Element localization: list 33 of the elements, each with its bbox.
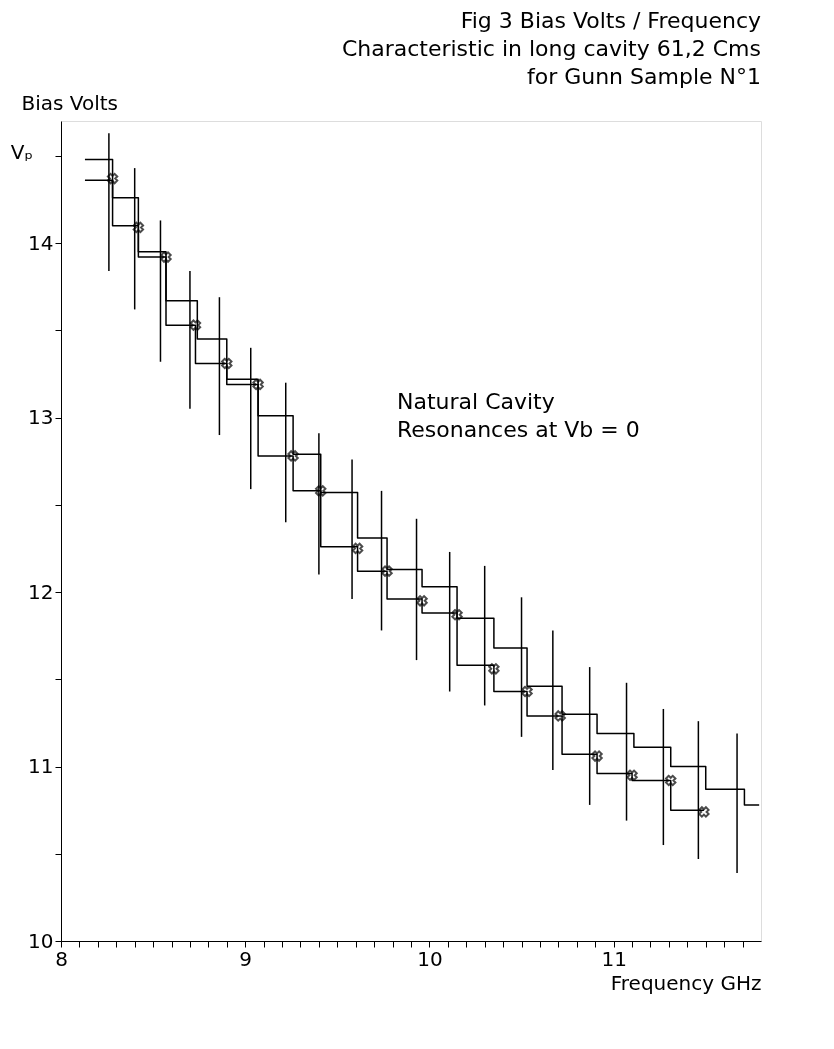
point: [189, 319, 202, 331]
point: [488, 663, 500, 675]
y-tick-label: 10: [28, 928, 54, 953]
point: [315, 485, 327, 497]
point: [554, 710, 566, 722]
y-tick-label: 11: [28, 754, 54, 779]
y-tick-label: 12: [28, 579, 54, 604]
y-tick-label: 14: [28, 230, 54, 255]
x-tick-label: 11: [601, 946, 627, 971]
annotation: Natural Cavity Resonances at Vb = 0: [397, 388, 640, 443]
point: [451, 609, 463, 621]
point: [626, 769, 638, 781]
point: [351, 542, 364, 555]
point: [252, 378, 264, 391]
point: [698, 806, 710, 818]
y-axis-title: Bias Volts: [21, 90, 118, 115]
x-tick-label: 10: [417, 946, 443, 971]
y-tick-label: 13: [28, 405, 54, 430]
text: Vₚ: [10, 140, 33, 164]
x-tick-label: 8: [55, 946, 68, 971]
x-tick-label: 9: [239, 946, 253, 971]
point: [287, 450, 299, 462]
point: [106, 172, 119, 185]
point: [221, 357, 233, 370]
point: [591, 750, 603, 762]
point: [160, 251, 172, 263]
point: [132, 221, 145, 234]
x-axis-title: Frequency GHz: [610, 970, 762, 995]
point: [416, 595, 428, 607]
point: [381, 565, 393, 577]
point: [665, 774, 677, 787]
chart-title: Fig 3 Bias Volts / Frequency Characteristic in long cavity 61,2 Cms for Gunn Sample N°1: [341, 8, 761, 89]
point: [521, 685, 533, 698]
